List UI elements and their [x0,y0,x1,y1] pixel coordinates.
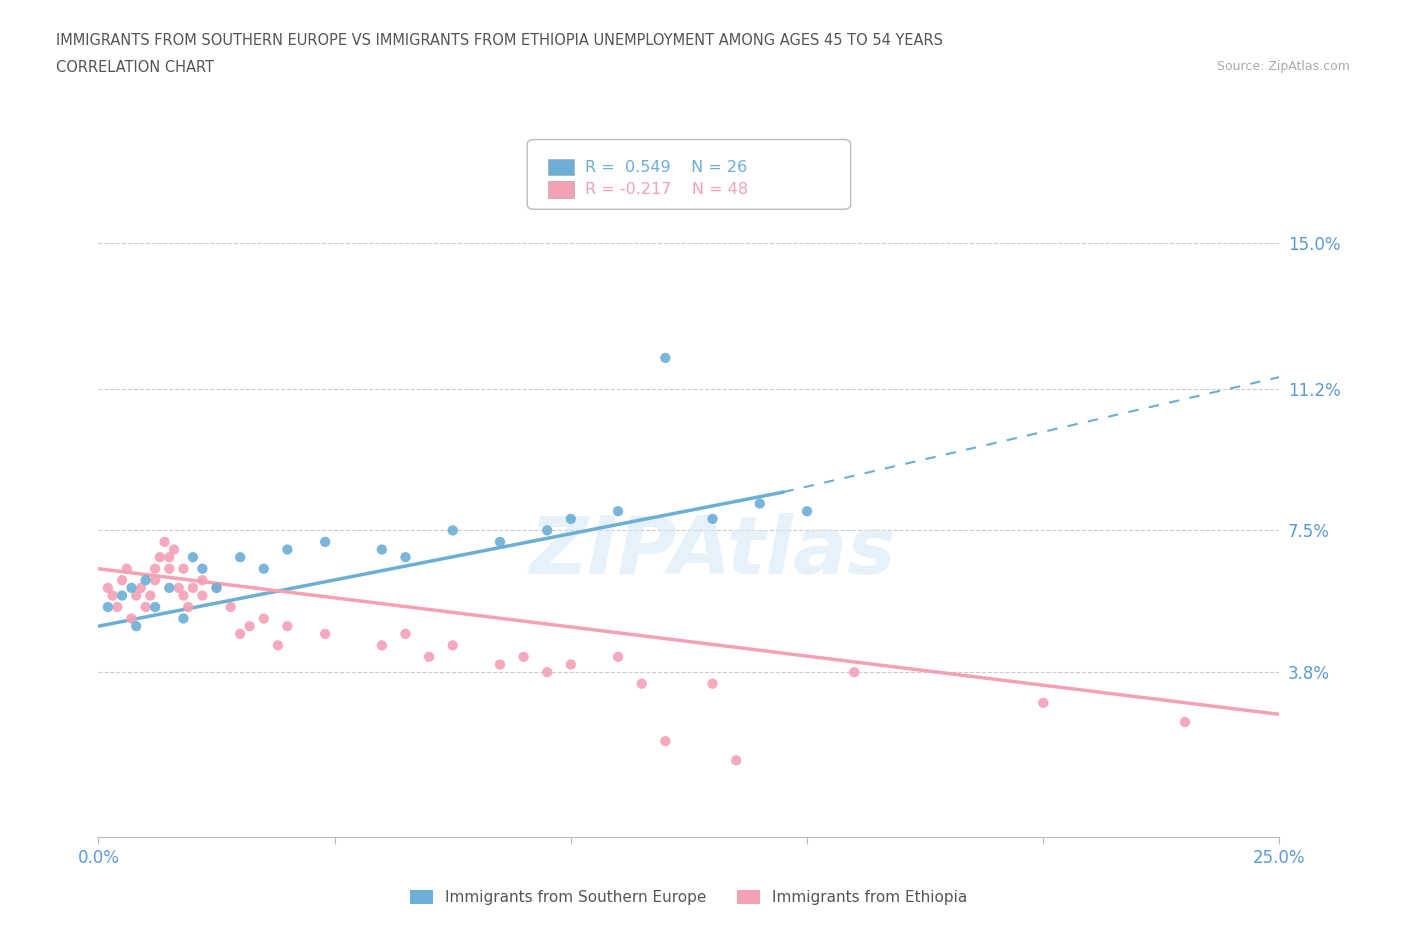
Point [97,580,120,595]
Point [157,550,180,565]
Point [177,600,200,615]
Text: R =  0.549    N = 26: R = 0.549 N = 26 [585,160,747,175]
Text: ZIPAtlas: ZIPAtlas [530,513,896,591]
Point [205,580,228,595]
Point [115,562,138,577]
Point [181,550,204,565]
Point [167,580,190,595]
Point [121,611,143,626]
Point [181,580,204,595]
Point [253,562,276,577]
Point [239,618,262,633]
Point [149,550,172,565]
Point [191,573,214,588]
Point [143,562,166,577]
Point [1032,696,1054,711]
Point [121,580,143,595]
Point [441,523,464,538]
Point [314,627,336,642]
Point [536,523,558,538]
Point [630,676,652,691]
Point [607,504,630,519]
Point [219,600,242,615]
Point [97,600,120,615]
Point [172,562,194,577]
Text: CORRELATION CHART: CORRELATION CHART [56,60,214,75]
Point [702,676,724,691]
Point [253,611,276,626]
Point [560,658,582,672]
Point [441,638,464,653]
Point [191,562,214,577]
Point [205,580,228,595]
Point [229,550,252,565]
Legend: Immigrants from Southern Europe, Immigrants from Ethiopia: Immigrants from Southern Europe, Immigra… [404,884,974,911]
Point [371,542,394,557]
Text: IMMIGRANTS FROM SOUTHERN EUROPE VS IMMIGRANTS FROM ETHIOPIA UNEMPLOYMENT AMONG A: IMMIGRANTS FROM SOUTHERN EUROPE VS IMMIG… [56,33,943,47]
Point [125,588,148,603]
Point [560,512,582,526]
Point [172,588,194,603]
Point [394,550,416,565]
Point [101,588,124,603]
Point [135,600,157,615]
Point [796,504,818,519]
Point [702,512,724,526]
Point [191,588,214,603]
Point [163,542,186,557]
Point [229,627,252,642]
Point [111,573,134,588]
Text: R = -0.217    N = 48: R = -0.217 N = 48 [585,182,748,197]
Text: Source: ZipAtlas.com: Source: ZipAtlas.com [1216,60,1350,73]
Point [153,535,176,550]
Point [748,496,770,511]
Point [143,600,166,615]
Point [276,542,298,557]
Point [143,573,166,588]
Point [512,649,534,664]
Point [157,562,180,577]
Point [607,649,630,664]
Point [129,580,152,595]
Point [172,611,194,626]
Point [489,535,512,550]
Point [125,618,148,633]
Point [267,638,290,653]
Point [111,588,134,603]
Point [135,573,157,588]
Point [418,649,440,664]
Point [371,638,394,653]
Point [139,588,162,603]
Point [394,627,416,642]
Point [536,665,558,680]
Point [314,535,336,550]
Point [105,600,128,615]
Point [725,753,748,768]
Point [489,658,512,672]
Point [1174,714,1197,729]
Point [844,665,866,680]
Point [157,580,180,595]
Point [276,618,298,633]
Point [654,351,676,365]
Point [654,734,676,749]
